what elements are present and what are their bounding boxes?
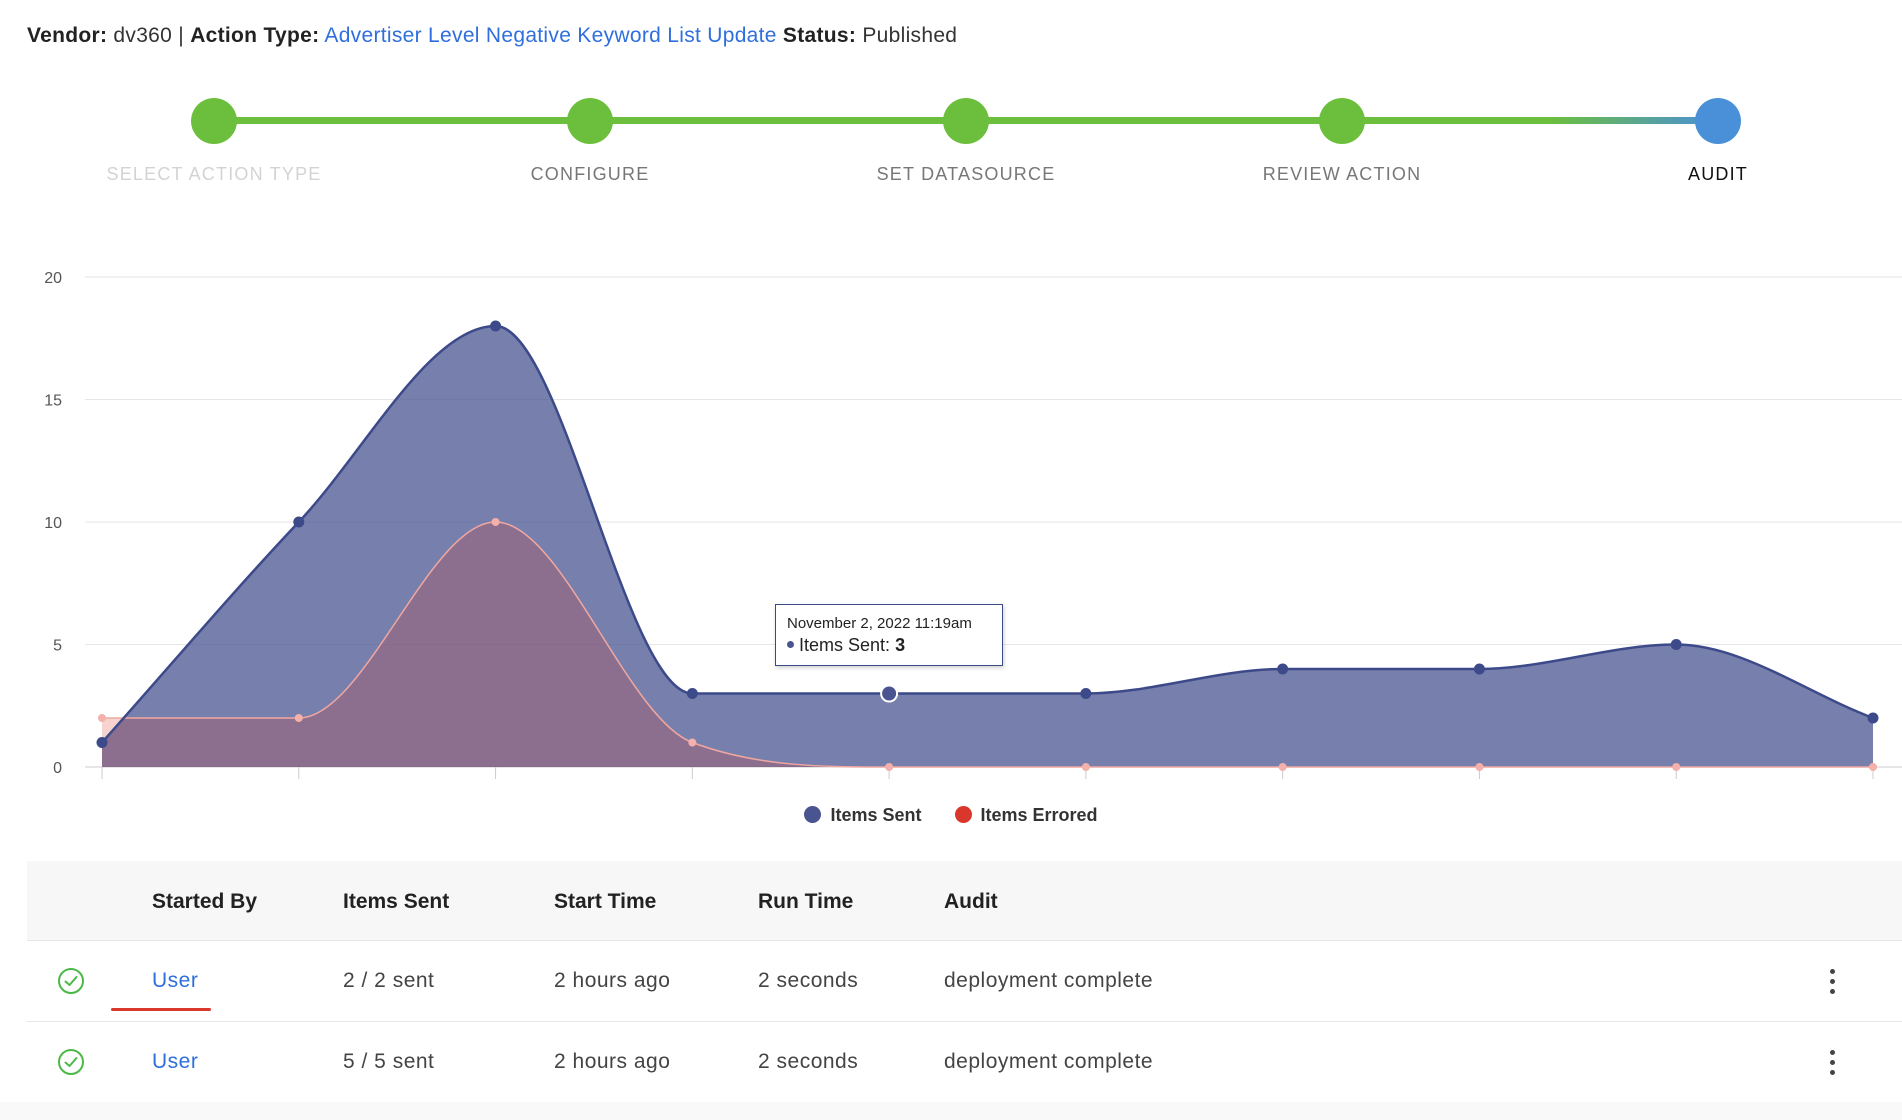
column-header-started-by[interactable]: Started By: [152, 890, 258, 913]
step-label-review-action: REVIEW ACTION: [1262, 164, 1422, 184]
stepper-connector: [1342, 117, 1718, 124]
header-separator: |: [178, 24, 185, 47]
tooltip-value: 3: [895, 635, 906, 655]
status-value: Published: [862, 24, 958, 47]
items-errored-point: [98, 714, 106, 722]
items-errored-line: [102, 521, 1873, 768]
items-sent-cell: 2 / 2 sent: [343, 969, 435, 992]
items-sent-point: [1867, 712, 1879, 724]
vendor-label: Vendor:: [27, 24, 108, 47]
items-sent-point: [1080, 688, 1092, 699]
column-header-run-time[interactable]: Run Time: [758, 890, 854, 913]
tooltip-series-dot: [787, 641, 794, 648]
run-time-cell: 2 seconds: [758, 969, 859, 992]
stepper-connector: [590, 117, 966, 124]
action-type-label: Action Type:: [190, 24, 320, 47]
items-errored-point: [1278, 763, 1287, 771]
check-circle-icon: [58, 968, 84, 994]
start-time-cell: 2 hours ago: [554, 1050, 671, 1073]
items-errored-point: [491, 518, 500, 526]
chart-legend: Items Sent Items Errored: [0, 805, 1902, 826]
items-sent-cell: 5 / 5 sent: [343, 1050, 435, 1073]
items-errored-point: [688, 738, 697, 747]
status-label: Status:: [782, 24, 857, 47]
stepper-connector: [214, 117, 588, 124]
table-row: User 5 / 5 sent 2 hours ago 2 seconds de…: [27, 1022, 1902, 1103]
items-errored-area: [102, 522, 1873, 767]
progress-stepper: [191, 98, 1741, 144]
items-sent-point: [293, 516, 305, 528]
items-sent-point: [96, 737, 108, 748]
legend-item-items-sent[interactable]: Items Sent: [804, 805, 921, 826]
run-time-cell: 2 seconds: [758, 1050, 859, 1073]
audit-cell: deployment complete: [944, 969, 1154, 992]
y-tick-label: 0: [53, 760, 62, 777]
table-header: Started By Items Sent Start Time Run Tim…: [27, 861, 1902, 941]
items-errored-point: [1081, 763, 1090, 771]
column-header-audit[interactable]: Audit: [944, 890, 998, 913]
column-header-start-time[interactable]: Start Time: [554, 890, 657, 913]
step-dot-audit[interactable]: [1695, 98, 1741, 144]
tooltip-value-line: Items Sent: 3: [787, 635, 991, 656]
y-tick-label: 20: [44, 270, 62, 287]
items-sent-point: [1670, 639, 1682, 650]
legend-label-items-sent: Items Sent: [830, 805, 922, 825]
items-errored-point: [885, 763, 894, 771]
audit-table: Started By Items Sent Start Time Run Tim…: [27, 861, 1902, 1103]
step-label-set-datasource: SET DATASOURCE: [876, 164, 1056, 184]
legend-item-items-errored[interactable]: Items Errored: [954, 805, 1098, 826]
started-by-link[interactable]: User: [152, 969, 199, 992]
audit-cell: deployment complete: [944, 1050, 1154, 1073]
step-label-audit: AUDIT: [1688, 164, 1748, 184]
items-errored-point: [1475, 763, 1484, 771]
annotation-underline: [111, 1008, 211, 1011]
step-label-select-action-type: SELECT ACTION TYPE: [106, 164, 322, 184]
table-row: User 2 / 2 sent 2 hours ago 2 seconds de…: [27, 941, 1902, 1022]
step-dot-select-action-type[interactable]: [191, 98, 237, 144]
y-tick-label: 5: [53, 638, 62, 655]
items-sent-point: [1473, 663, 1485, 675]
check-circle-icon: [58, 1049, 84, 1075]
tooltip-title: November 2, 2022 11:19am: [787, 615, 972, 632]
legend-dot-items-sent: [804, 806, 822, 823]
started-by-link[interactable]: User: [152, 1050, 199, 1073]
action-summary-header: Vendor: dv360 | Action Type: Advertiser …: [27, 24, 957, 48]
start-time-cell: 2 hours ago: [554, 969, 671, 992]
items-area-chart: 0 5 10 15 20: [44, 270, 1902, 779]
legend-label-items-errored: Items Errored: [980, 805, 1098, 825]
vendor-value: dv360: [113, 24, 173, 47]
items-sent-point: [490, 320, 502, 332]
column-header-items-sent[interactable]: Items Sent: [343, 890, 450, 913]
step-dot-configure[interactable]: [567, 98, 613, 144]
items-errored-point: [294, 714, 303, 722]
items-errored-point: [1869, 763, 1877, 771]
items-sent-point: [1277, 663, 1289, 675]
row-menu-icon[interactable]: [1827, 969, 1837, 999]
y-tick-label: 10: [44, 515, 62, 532]
legend-dot-items-errored: [954, 806, 972, 823]
items-sent-area: [102, 326, 1873, 767]
tooltip-series-label: Items Sent:: [799, 635, 891, 655]
page-bottom-strip: [0, 1102, 1902, 1120]
items-sent-point-hovered: [880, 684, 899, 703]
step-dot-set-datasource[interactable]: [943, 98, 989, 144]
items-sent-point: [686, 688, 698, 699]
step-dot-review-action[interactable]: [1319, 98, 1365, 144]
step-label-configure: CONFIGURE: [530, 164, 650, 184]
items-errored-point: [1672, 763, 1681, 771]
y-tick-label: 15: [44, 393, 62, 410]
chart-tooltip: November 2, 2022 11:19am Items Sent: 3: [775, 604, 1003, 666]
stepper-connector: [966, 117, 1342, 124]
row-menu-icon[interactable]: [1827, 1050, 1837, 1080]
action-type-link[interactable]: Advertiser Level Negative Keyword List U…: [324, 24, 777, 47]
